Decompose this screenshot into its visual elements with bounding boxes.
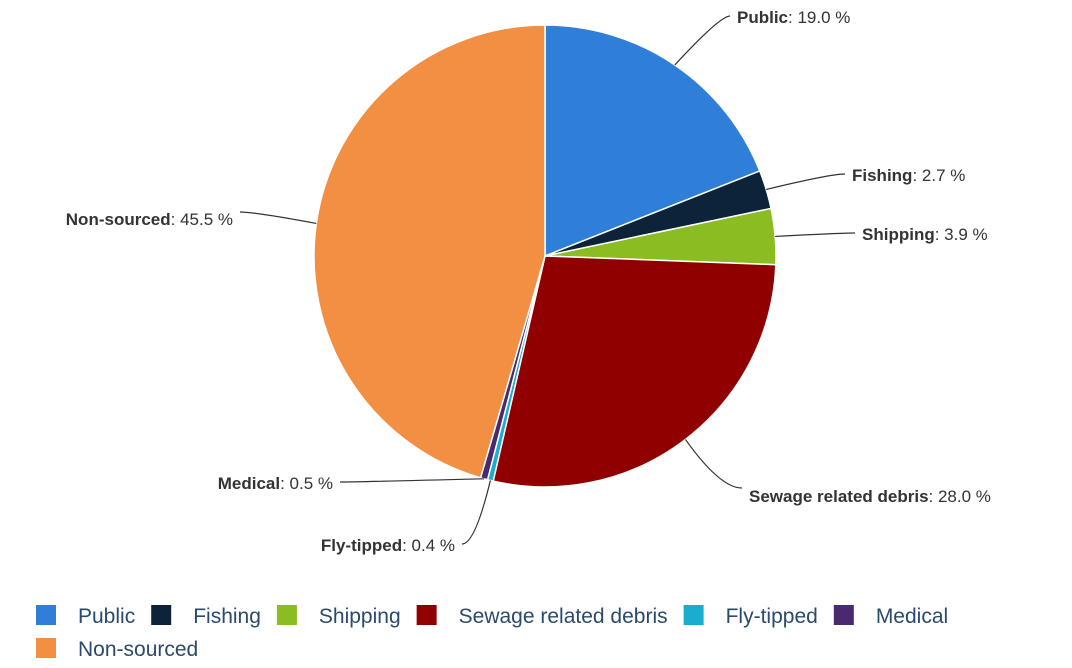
data-label-name: Shipping [862,225,935,244]
data-label-shipping: Shipping: 3.9 % [862,225,988,244]
data-label-name: Public [737,8,788,27]
data-label-fishing: Fishing: 2.7 % [852,166,965,185]
legend-swatch [36,605,56,625]
data-label-medical: Medical: 0.5 % [218,474,333,493]
data-label-name: Sewage related debris [749,487,929,506]
connectors-layer [239,15,856,545]
legend-item-fly-tipped[interactable]: Fly-tipped [683,605,818,628]
pie-slice-sewage-related-debris[interactable] [492,255,777,488]
pie-slice-non-sourced[interactable] [313,24,546,479]
legend-label: Non-sourced [78,638,198,661]
legend-item-public[interactable]: Public [36,605,135,628]
legend-swatch [833,605,854,625]
connector-sewage-related-debris [684,439,743,489]
connector-medical [339,478,485,483]
data-label-fly-tipped: Fly-tipped: 0.4 % [321,536,455,555]
legend-item-sewage-related-debris[interactable]: Sewage related debris [416,605,668,628]
data-label-public: Public: 19.0 % [737,8,850,27]
connector-fly-tipped [461,480,491,545]
data-label-value: : 2.7 % [912,166,965,185]
data-label-name: Fishing [852,166,912,185]
legend-item-medical[interactable]: Medical [833,605,948,628]
legend-item-fishing[interactable]: Fishing [151,605,261,628]
data-label-sewage-related-debris: Sewage related debris: 28.0 % [749,487,991,506]
data-label-name: Non-sourced [66,210,171,229]
legend-label: Shipping [319,605,401,628]
data-labels-layer: Public: 19.0 % Fishing: 2.7 % Shipping: 3.… [66,8,991,555]
legend-label: Fly-tipped [726,605,818,628]
legend-label: Public [78,605,135,628]
slices-layer [313,24,777,488]
data-label-name: Fly-tipped [321,536,402,555]
data-label-value: : 45.5 % [171,210,233,229]
legend-label: Sewage related debris [459,605,668,628]
legend-label: Medical [876,605,948,628]
legend-label: Fishing [193,605,261,628]
data-label-non-sourced: Non-sourced: 45.5 % [66,210,233,229]
connector-shipping [775,232,856,238]
connector-fishing [766,173,846,191]
legend-swatch [276,605,297,625]
data-label-value: : 0.5 % [280,474,333,493]
data-label-value: : 3.9 % [935,225,988,244]
connector-non-sourced [239,211,317,225]
connector-public [674,15,731,66]
data-label-name: Medical [218,474,280,493]
data-label-value: : 0.4 % [402,536,455,555]
data-label-value: : 19.0 % [788,8,850,27]
data-label-value: : 28.0 % [929,487,991,506]
legend-swatch [36,638,56,658]
legend-swatch [151,605,172,625]
legend-swatch [683,605,704,625]
pie-slice-public[interactable] [544,24,761,257]
legend-swatch [416,605,437,625]
legend: Public Fishing Shipping Sewage related debr… [36,605,948,661]
legend-item-non-sourced[interactable]: Non-sourced [36,638,198,661]
legend-item-shipping[interactable]: Shipping [276,605,401,628]
